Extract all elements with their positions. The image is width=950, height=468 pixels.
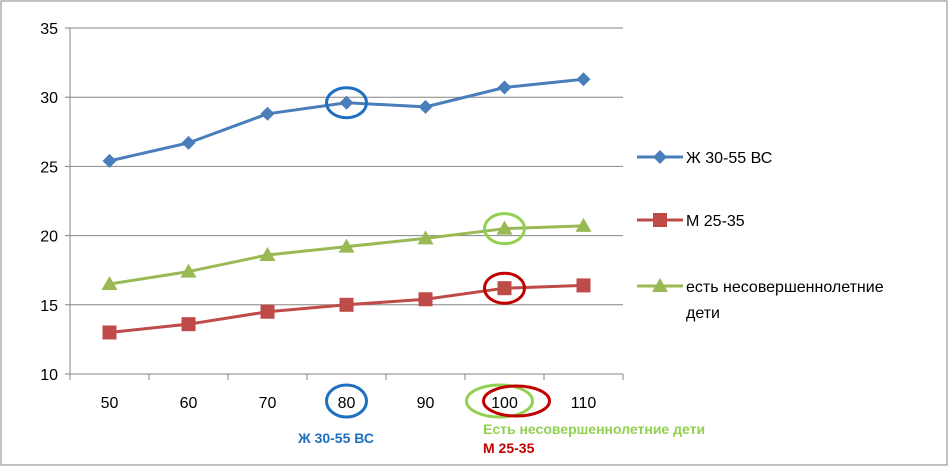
- x-tick-label-50: 50: [101, 395, 119, 412]
- axis-highlight-circle-1: [465, 383, 534, 419]
- legend: Ж 30-55 ВС М 25-35 есть несовершеннолетние…: [637, 150, 884, 322]
- data-point-s1-x50: [102, 325, 117, 340]
- legend-item-0: Ж 30-55 ВС: [637, 150, 772, 167]
- data-point-s0-x100: [497, 80, 512, 95]
- legend-label-0: Ж 30-55 ВС: [686, 150, 772, 167]
- annotation-note-2: М 25-35: [483, 440, 535, 456]
- point-highlight-circle-0: [325, 86, 368, 120]
- data-point-s2-x110: [575, 217, 592, 232]
- data-point-s0-x80: [339, 95, 354, 110]
- x-tick-label-70: 70: [259, 395, 277, 412]
- data-point-s2-x90: [417, 230, 434, 245]
- data-point-s0-x60: [181, 135, 196, 150]
- axis-highlight-circle-2: [482, 384, 551, 418]
- series-1: [102, 278, 591, 340]
- data-point-s2-x60: [180, 263, 197, 278]
- legend-label-2: есть несовершеннолетние дети: [686, 279, 884, 322]
- data-point-s0-x110: [576, 72, 591, 87]
- data-point-s0-x70: [260, 106, 275, 121]
- legend-label-line: Ж 30-55 ВС: [686, 150, 772, 167]
- highlight-circles: [325, 86, 551, 419]
- point-highlight-circle-1: [483, 212, 526, 246]
- data-point-s1-x110: [576, 278, 591, 293]
- legend-item-2: есть несовершеннолетние дети: [637, 278, 884, 322]
- y-tick-label: 35: [40, 21, 58, 38]
- axes: [65, 27, 624, 380]
- annotation-note-1: Есть несовершеннолетние дети: [483, 421, 705, 437]
- series-0: [102, 72, 591, 168]
- grid-lines: [70, 27, 623, 306]
- series-group: [101, 72, 592, 340]
- x-tick-label-60: 60: [180, 395, 198, 412]
- legend-marker-2: [652, 278, 668, 292]
- data-point-s2-x70: [259, 246, 276, 261]
- legend-marker-1: [653, 213, 667, 227]
- x-axis-ticks: 50 60 70 80 90 100 110: [101, 395, 597, 412]
- legend-label-line: дети: [686, 305, 720, 322]
- y-tick-label: 15: [40, 298, 58, 315]
- legend-label-1: М 25-35: [686, 213, 745, 230]
- data-point-s2-x100: [496, 220, 513, 235]
- legend-label-line: М 25-35: [686, 213, 745, 230]
- y-tick-label: 20: [40, 229, 58, 246]
- y-axis-ticks: 10 15 20 25 30 35: [40, 21, 58, 384]
- legend-marker-0: [653, 150, 667, 164]
- y-tick-label: 25: [40, 159, 58, 176]
- data-point-s2-x50: [101, 276, 118, 291]
- data-point-s0-x50: [102, 153, 117, 168]
- x-tick-label-80: 80: [338, 395, 356, 412]
- data-point-s1-x70: [260, 304, 275, 319]
- data-point-s2-x80: [338, 238, 355, 253]
- data-point-s1-x100: [497, 281, 512, 296]
- annotation-note-0: Ж 30-55 ВС: [297, 430, 374, 446]
- y-tick-label: 10: [40, 367, 58, 384]
- legend-label-line: есть несовершеннолетние: [686, 279, 884, 296]
- legend-item-1: М 25-35: [637, 213, 745, 230]
- x-tick-label-90: 90: [417, 395, 435, 412]
- y-tick-label: 30: [40, 90, 58, 107]
- data-point-s1-x90: [418, 292, 433, 307]
- annotation-notes: Ж 30-55 ВС Есть несовершеннолетние дети М …: [297, 421, 705, 456]
- data-point-s1-x60: [181, 317, 196, 332]
- series-2: [101, 217, 592, 291]
- data-point-s1-x80: [339, 297, 354, 312]
- point-highlight-circle-2: [483, 271, 526, 305]
- data-point-s0-x90: [418, 99, 433, 114]
- axis-highlight-circle-0: [325, 383, 368, 419]
- x-tick-label-110: 110: [571, 395, 597, 412]
- x-tick-label-100: 100: [491, 395, 518, 412]
